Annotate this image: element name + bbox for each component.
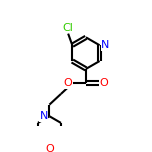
Text: O: O [45,144,54,152]
Text: O: O [63,78,72,88]
Text: N: N [39,111,48,121]
Text: N: N [101,40,110,50]
Text: Cl: Cl [63,23,74,33]
Text: O: O [100,78,109,88]
